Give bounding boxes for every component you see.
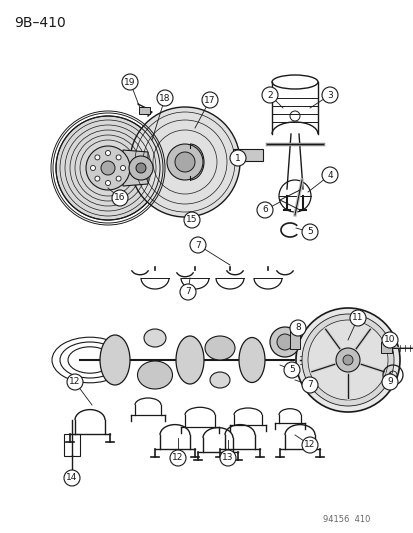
Circle shape bbox=[157, 90, 173, 106]
Circle shape bbox=[321, 87, 337, 103]
Text: 17: 17 bbox=[204, 95, 215, 104]
Circle shape bbox=[335, 348, 359, 372]
Ellipse shape bbox=[100, 335, 130, 385]
Circle shape bbox=[116, 155, 121, 160]
Circle shape bbox=[105, 181, 110, 185]
Text: 9: 9 bbox=[386, 377, 392, 386]
Text: 94156  410: 94156 410 bbox=[322, 515, 369, 524]
Text: 3: 3 bbox=[326, 91, 332, 100]
FancyBboxPatch shape bbox=[139, 107, 150, 114]
Text: 7: 7 bbox=[195, 240, 200, 249]
Circle shape bbox=[301, 224, 317, 240]
Ellipse shape bbox=[238, 337, 264, 383]
Ellipse shape bbox=[137, 361, 172, 389]
Text: 14: 14 bbox=[66, 473, 78, 482]
Circle shape bbox=[202, 92, 218, 108]
Circle shape bbox=[95, 176, 100, 181]
FancyBboxPatch shape bbox=[233, 149, 262, 161]
Text: 11: 11 bbox=[351, 313, 363, 322]
Text: 12: 12 bbox=[69, 377, 81, 386]
Text: 12: 12 bbox=[304, 440, 315, 449]
Circle shape bbox=[307, 320, 387, 400]
Circle shape bbox=[130, 107, 240, 217]
Text: 2: 2 bbox=[266, 91, 272, 100]
Circle shape bbox=[56, 116, 159, 220]
Text: 4: 4 bbox=[326, 171, 332, 180]
Text: 12: 12 bbox=[172, 454, 183, 463]
Text: 16: 16 bbox=[114, 193, 126, 203]
Circle shape bbox=[175, 152, 195, 172]
Circle shape bbox=[129, 156, 153, 180]
Circle shape bbox=[256, 202, 272, 218]
Circle shape bbox=[95, 155, 100, 160]
Circle shape bbox=[112, 190, 128, 206]
Circle shape bbox=[67, 374, 83, 390]
Circle shape bbox=[321, 167, 337, 183]
Circle shape bbox=[289, 320, 305, 336]
Ellipse shape bbox=[209, 372, 230, 388]
Circle shape bbox=[101, 161, 115, 175]
Circle shape bbox=[381, 332, 397, 348]
Polygon shape bbox=[123, 150, 147, 186]
Circle shape bbox=[120, 166, 125, 171]
Circle shape bbox=[342, 355, 352, 365]
Circle shape bbox=[349, 310, 365, 326]
Circle shape bbox=[301, 314, 393, 406]
Text: 8: 8 bbox=[294, 324, 300, 333]
Ellipse shape bbox=[144, 329, 166, 347]
Circle shape bbox=[136, 163, 146, 173]
Circle shape bbox=[170, 450, 185, 466]
Circle shape bbox=[64, 470, 80, 486]
Circle shape bbox=[86, 146, 130, 190]
Circle shape bbox=[105, 150, 110, 156]
Text: 19: 19 bbox=[124, 77, 135, 86]
Circle shape bbox=[283, 362, 299, 378]
Circle shape bbox=[183, 212, 199, 228]
Circle shape bbox=[219, 450, 235, 466]
FancyBboxPatch shape bbox=[289, 331, 299, 349]
Text: 6: 6 bbox=[261, 206, 267, 214]
Circle shape bbox=[230, 150, 245, 166]
Circle shape bbox=[122, 74, 138, 90]
Ellipse shape bbox=[204, 336, 235, 360]
Circle shape bbox=[116, 176, 121, 181]
Circle shape bbox=[180, 284, 195, 300]
Text: 7: 7 bbox=[185, 287, 190, 296]
Circle shape bbox=[166, 144, 202, 180]
Circle shape bbox=[301, 437, 317, 453]
Ellipse shape bbox=[276, 334, 292, 350]
Text: 1: 1 bbox=[235, 154, 240, 163]
Ellipse shape bbox=[269, 327, 299, 357]
Circle shape bbox=[381, 374, 397, 390]
Circle shape bbox=[301, 377, 317, 393]
Circle shape bbox=[261, 87, 277, 103]
Text: 9B–410: 9B–410 bbox=[14, 16, 66, 30]
Ellipse shape bbox=[176, 336, 204, 384]
Circle shape bbox=[90, 166, 95, 171]
Circle shape bbox=[190, 237, 206, 253]
Text: 5: 5 bbox=[288, 366, 294, 375]
Text: 10: 10 bbox=[383, 335, 395, 344]
Circle shape bbox=[295, 308, 399, 412]
Text: 13: 13 bbox=[222, 454, 233, 463]
Text: 7: 7 bbox=[306, 381, 312, 390]
Text: 15: 15 bbox=[186, 215, 197, 224]
FancyBboxPatch shape bbox=[380, 343, 392, 353]
Text: 5: 5 bbox=[306, 228, 312, 237]
Text: 18: 18 bbox=[159, 93, 170, 102]
